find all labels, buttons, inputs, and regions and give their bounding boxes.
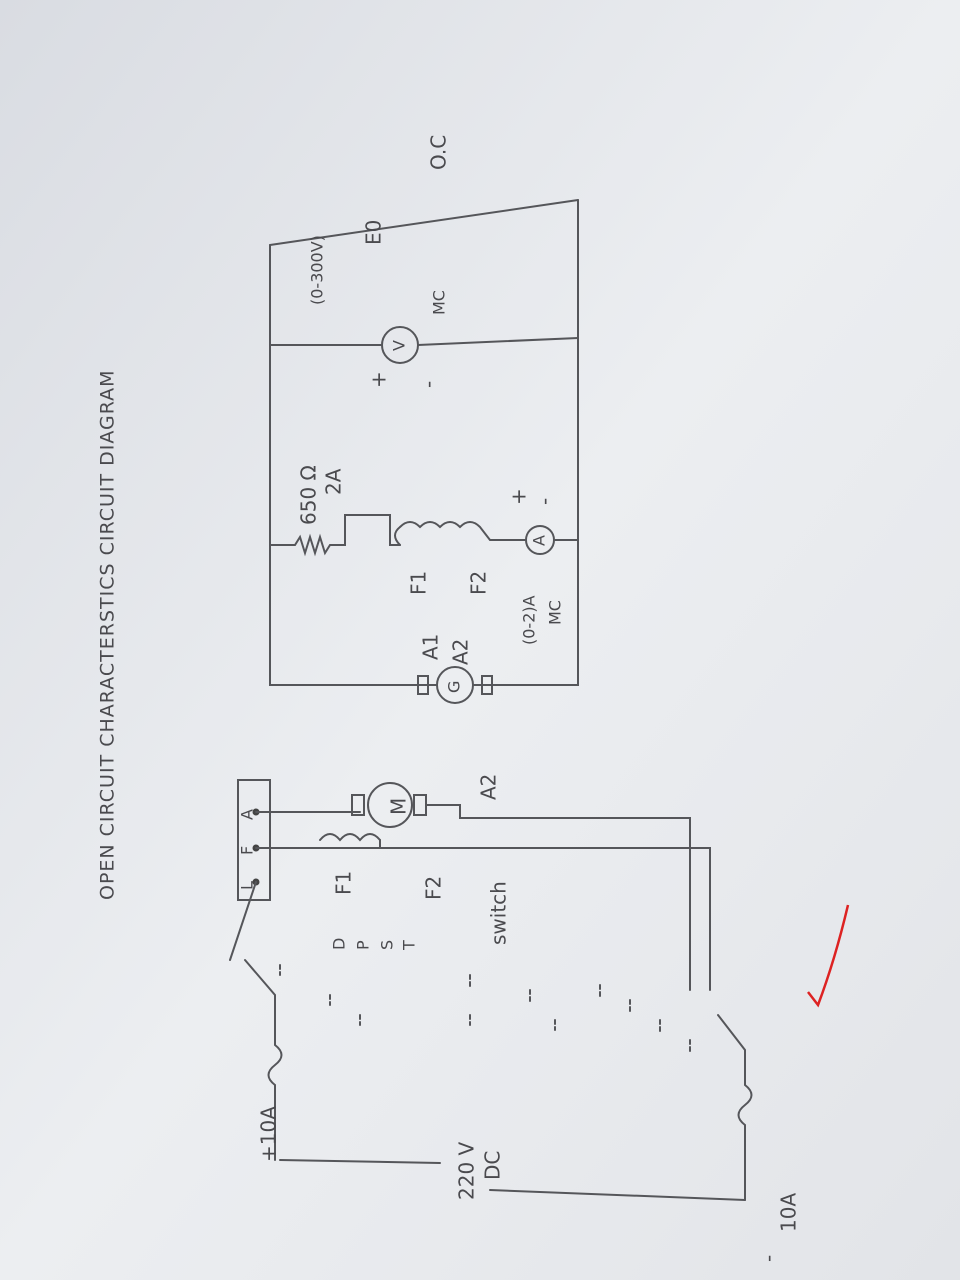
ammeter-label: A (530, 535, 549, 546)
voltmeter-type: MC (430, 290, 449, 315)
title: OPEN CIRCUIT CHARACTERSTICS CIRCUIT DIAG… (97, 369, 119, 900)
motor-circuit-wires (229, 779, 753, 1201)
supply-positive: +10A (257, 1106, 281, 1162)
ammeter-type: MC (546, 600, 565, 625)
generator-circuit-wires (269, 199, 579, 704)
dpst-letter: D (330, 938, 349, 950)
ammeter-polarity: - (533, 498, 557, 505)
supply-voltage: 220 V (455, 1141, 479, 1200)
switch-label: switch (487, 881, 511, 945)
armature-terminal: A1 (419, 634, 443, 660)
voltmeter-polarity: + (367, 371, 391, 388)
dpst-letter: P (354, 940, 373, 950)
output-voltage: E0 (362, 220, 386, 245)
armature-terminal: A2 (477, 774, 501, 800)
dpst-letter: S (378, 940, 397, 950)
ammeter-range: (0-2)A (520, 595, 539, 645)
open-circuit-label: O.C (427, 135, 451, 170)
rheostat-rating: 2A (322, 468, 346, 495)
field-terminal: F1 (407, 571, 431, 595)
supply-type: DC (481, 1151, 505, 1180)
field-terminal: F2 (422, 876, 446, 900)
voltmeter-label: V (390, 340, 409, 351)
check-mark (807, 904, 850, 1008)
negative-fuse: 10A (777, 1193, 801, 1232)
supply-negative: - (757, 1255, 781, 1262)
starter-terminal: L (238, 881, 257, 890)
starter-terminal: A (238, 809, 257, 820)
generator-label: G (445, 681, 464, 693)
voltmeter-range: (0-300V) (308, 235, 327, 305)
dpst-letter: T (400, 940, 419, 951)
motor-label: M (387, 798, 411, 815)
ammeter-polarity: + (507, 488, 531, 505)
starter-terminal: F (238, 846, 257, 855)
rheostat-value: 650 Ω (297, 465, 321, 525)
motor-circuit-labels: +10A 220 V DC - 10A D P S T switch L F A… (238, 774, 801, 1262)
armature-terminal: A2 (449, 639, 473, 665)
field-terminal: F1 (332, 871, 356, 895)
voltmeter-polarity: - (417, 381, 441, 388)
field-terminal: F2 (467, 571, 491, 595)
generator-circuit-labels: G A1 A2 F1 F2 650 Ω 2A A (0-2)A MC + - V… (297, 135, 565, 693)
